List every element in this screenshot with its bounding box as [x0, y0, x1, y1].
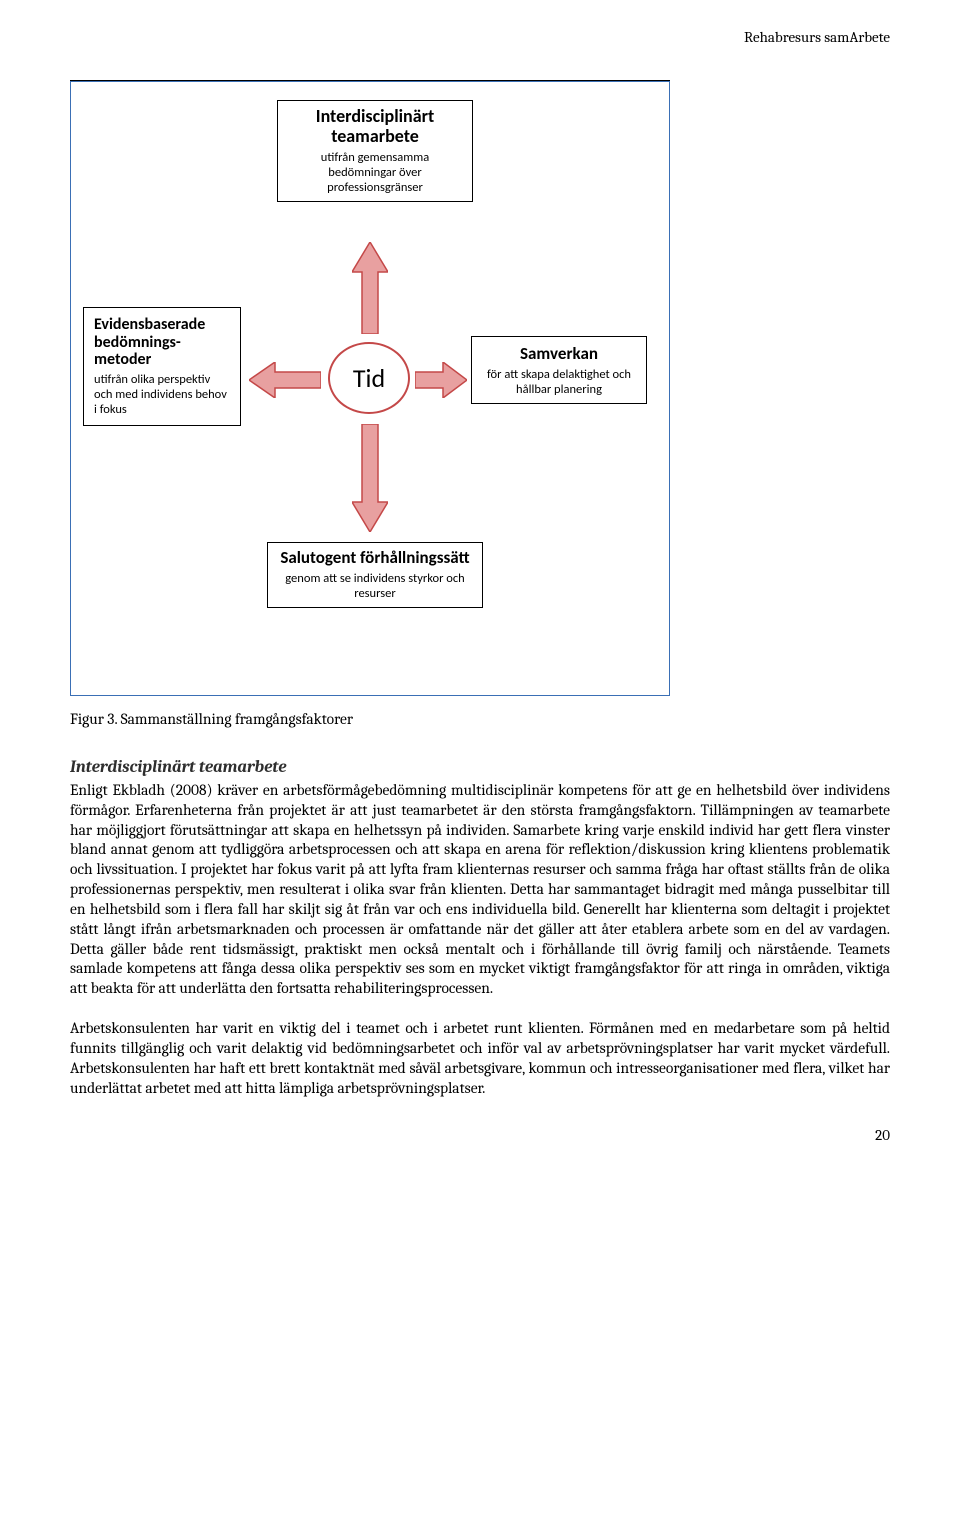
- node-top-title: Interdisciplinärt teamarbete: [286, 107, 464, 147]
- arrow-right-icon: [415, 362, 467, 398]
- paragraph-1: Enligt Ekbladh (2008) kräver en arbetsfö…: [70, 781, 890, 999]
- node-right: Samverkan för att skapa delaktighet och …: [471, 336, 647, 404]
- page-number: 20: [70, 1126, 890, 1144]
- arrow-up-icon: [352, 242, 388, 334]
- section-heading: Interdisciplinärt teamarbete: [70, 758, 890, 777]
- node-right-title: Samverkan: [480, 343, 638, 364]
- node-bottom-title: Salutogent förhållningssätt: [276, 549, 474, 568]
- center-label: Tid: [353, 362, 385, 394]
- node-left-sub: utifrån olika perspektiv och med individ…: [94, 372, 230, 417]
- figure-caption: Figur 3. Sammanställning framgångsfaktor…: [70, 710, 890, 728]
- arrow-left-icon: [249, 362, 321, 398]
- diagram-frame: Interdisciplinärt teamarbete utifrån gem…: [70, 81, 670, 696]
- paragraph-2: Arbetskonsulenten har varit en viktig de…: [70, 1019, 890, 1098]
- node-bottom: Salutogent förhållningssätt genom att se…: [267, 542, 483, 608]
- doc-title: Rehabresurs samArbete: [70, 28, 890, 46]
- arrow-down-icon: [352, 424, 388, 532]
- node-left: Evidensbaserade bedömnings- metoder utif…: [83, 307, 241, 426]
- node-right-sub: för att skapa delaktighet och hållbar pl…: [480, 367, 638, 397]
- node-bottom-sub: genom att se individens styrkor och resu…: [276, 571, 474, 601]
- node-top-sub: utifrån gemensamma bedömningar över prof…: [286, 150, 464, 195]
- node-left-title: Evidensbaserade bedömnings- metoder: [94, 316, 230, 369]
- node-top: Interdisciplinärt teamarbete utifrån gem…: [277, 100, 473, 202]
- center-circle: Tid: [328, 342, 410, 414]
